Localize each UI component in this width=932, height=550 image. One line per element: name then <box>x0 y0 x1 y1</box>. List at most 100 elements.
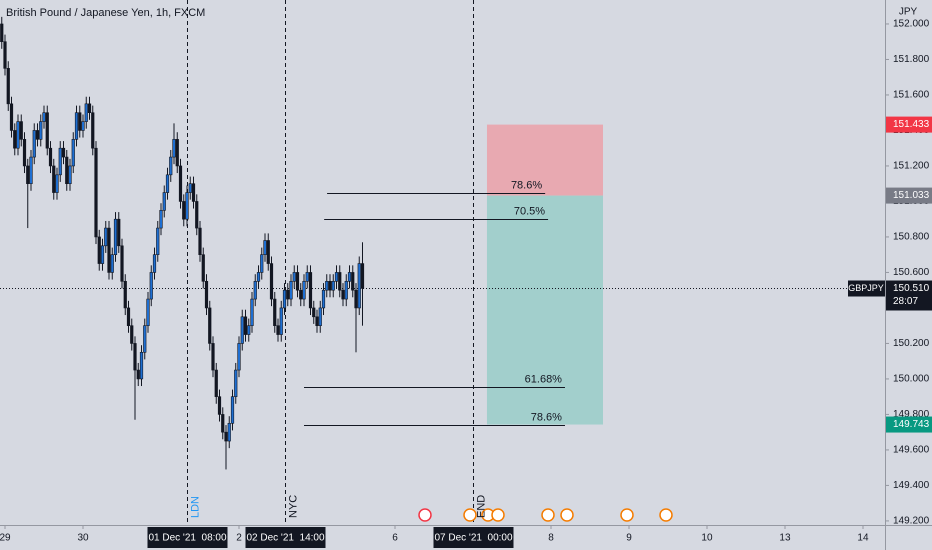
candle-body <box>136 369 140 380</box>
session-date-tag <box>245 527 326 548</box>
candle-body <box>256 272 261 282</box>
candle-body <box>97 236 101 264</box>
fib-label: 61.68% <box>525 373 563 385</box>
candle-body <box>65 156 69 184</box>
stop-tag-label: 151.433 <box>893 119 930 130</box>
candle-body <box>321 289 326 309</box>
candle-body <box>247 325 251 335</box>
candle-body <box>230 396 235 424</box>
candle-body <box>331 281 335 291</box>
candle-body <box>334 272 339 282</box>
session-date-label: 07 Dec '21 00:00 <box>434 533 513 544</box>
candle-body <box>169 156 173 176</box>
candle-body <box>338 272 342 291</box>
candle-body <box>276 325 280 335</box>
candle-body <box>19 121 23 140</box>
candle-body <box>120 245 124 282</box>
entry-tag <box>886 187 932 204</box>
session-date-label: 01 Dec '21 08:00 <box>148 533 227 544</box>
candle-body <box>240 316 244 344</box>
candle-body <box>13 130 17 149</box>
candle-body <box>104 227 108 247</box>
candle-body <box>234 369 238 397</box>
session-date-tag <box>147 527 228 548</box>
candle-body <box>42 112 46 122</box>
candle-body <box>9 103 14 131</box>
candle-body <box>68 165 72 184</box>
candle-body <box>146 298 150 326</box>
candle-body <box>159 210 163 229</box>
y-tick-label: 149.400 <box>893 480 930 491</box>
candle-body <box>126 307 131 326</box>
candle-body <box>315 316 319 326</box>
y-tick-label: 150.000 <box>893 374 930 385</box>
candle-body <box>266 240 270 264</box>
session-label: NYC <box>287 495 299 518</box>
plot <box>0 0 885 525</box>
chart-title: British Pound / Japanese Yen, 1h, FXCM <box>6 7 205 19</box>
candle-body <box>84 103 88 122</box>
x-tick-label: 30 <box>77 533 89 544</box>
candle-body <box>133 343 137 371</box>
candle-body <box>172 139 176 158</box>
target-zone <box>486 195 603 425</box>
candle-body <box>250 298 254 326</box>
session-date-tag <box>433 527 514 548</box>
session-label: LDN <box>189 496 201 518</box>
event-icons <box>418 508 673 522</box>
candle-body <box>35 130 40 140</box>
target-tag <box>886 416 932 433</box>
candle-body <box>16 121 20 149</box>
candle-body <box>227 423 231 442</box>
candle-body <box>357 263 361 309</box>
candle-body <box>201 254 205 282</box>
candle-body <box>208 307 212 344</box>
x-tick-label: 14 <box>857 533 869 544</box>
entry-tag-label: 151.033 <box>893 190 930 201</box>
fib-label: 78.6% <box>511 179 542 191</box>
candle-body <box>286 289 290 300</box>
candle-body <box>302 281 306 300</box>
candle-body <box>55 174 59 193</box>
fib-label: 78.6% <box>531 411 562 423</box>
x-tick-label: 9 <box>626 533 632 544</box>
candle-body <box>224 431 228 442</box>
y-tick-label: 151.200 <box>893 161 930 172</box>
candle-body <box>113 218 118 255</box>
y-tick-label: 149.600 <box>893 445 930 456</box>
candle-body <box>110 254 114 273</box>
candle-body <box>29 156 33 184</box>
candle-body <box>221 414 225 433</box>
x-tick-label: 2 <box>236 533 242 544</box>
session-label: END <box>475 495 487 518</box>
candle-body <box>39 121 43 140</box>
candle-body <box>328 281 332 291</box>
candle-body <box>45 112 49 149</box>
candle-body <box>191 183 196 202</box>
y-tick-label: 149.200 <box>893 516 930 527</box>
candle-body <box>295 272 300 291</box>
candle-body <box>149 272 153 300</box>
x-tick-label: 8 <box>548 533 554 544</box>
stop-tag <box>886 116 932 133</box>
candle-body <box>94 147 98 238</box>
candle-body <box>237 343 241 371</box>
candle-body <box>107 227 111 273</box>
candle-body <box>211 343 215 371</box>
candle-body <box>217 396 222 415</box>
candle-body <box>71 139 75 167</box>
candle-body <box>198 227 202 255</box>
candle-body <box>81 121 85 131</box>
candle-body <box>91 112 95 149</box>
candle-body <box>175 139 179 167</box>
y-tick-label: 150.600 <box>893 267 930 278</box>
stop-zone <box>486 124 603 196</box>
candle-body <box>6 68 10 105</box>
candle-body <box>178 165 183 202</box>
candle-body <box>100 245 105 264</box>
symbol-tag <box>848 280 885 297</box>
candle-body <box>289 281 293 300</box>
candle-body <box>282 289 287 309</box>
last-price-tag <box>886 280 932 311</box>
